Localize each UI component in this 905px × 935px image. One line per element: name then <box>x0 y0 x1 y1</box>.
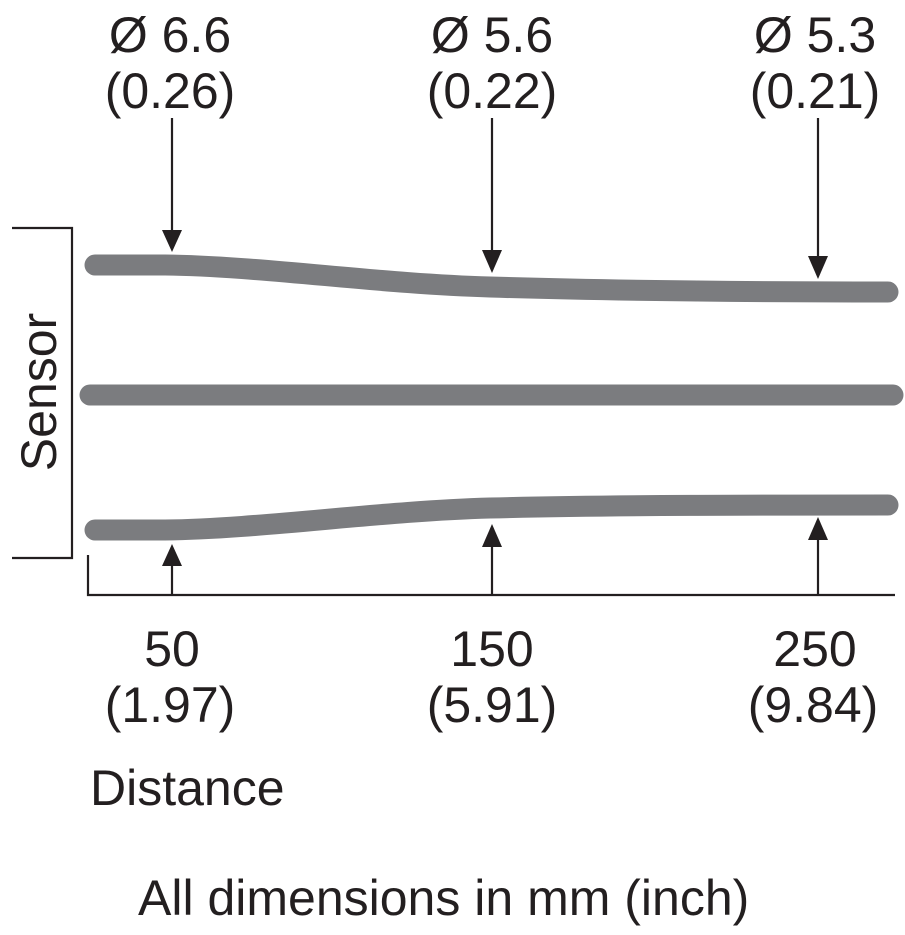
diameter-1-mm: Ø 6.6 <box>109 7 231 63</box>
beam-upper-edge <box>84 254 899 303</box>
distance-arrow-2 <box>482 524 502 595</box>
diameter-arrow-2 <box>482 118 502 273</box>
distance-3-mm: 250 <box>773 621 856 677</box>
diameter-3-mm: Ø 5.3 <box>754 7 876 63</box>
distance-1-inch: (1.97) <box>105 677 236 733</box>
beam-lower-edge <box>84 494 899 541</box>
diameter-arrow-1 <box>162 118 182 252</box>
distance-2-inch: (5.91) <box>427 677 558 733</box>
distance-label: Distance <box>90 760 285 816</box>
diameter-2-mm: Ø 5.6 <box>431 7 553 63</box>
distance-baseline <box>86 555 895 597</box>
units-note: All dimensions in mm (inch) <box>138 870 749 926</box>
sensor-label: Sensor <box>11 313 67 471</box>
distance-1-mm: 50 <box>144 621 200 677</box>
diameter-arrow-3 <box>808 118 828 279</box>
distance-3-inch: (9.84) <box>748 677 879 733</box>
diameter-3-inch: (0.21) <box>750 63 881 119</box>
diameter-2-inch: (0.22) <box>427 63 558 119</box>
distance-arrow-3 <box>808 517 828 595</box>
distance-2-mm: 150 <box>450 621 533 677</box>
sensor-bracket <box>12 226 74 560</box>
diameter-1-inch: (0.26) <box>105 63 236 119</box>
distance-arrow-1 <box>162 544 182 595</box>
